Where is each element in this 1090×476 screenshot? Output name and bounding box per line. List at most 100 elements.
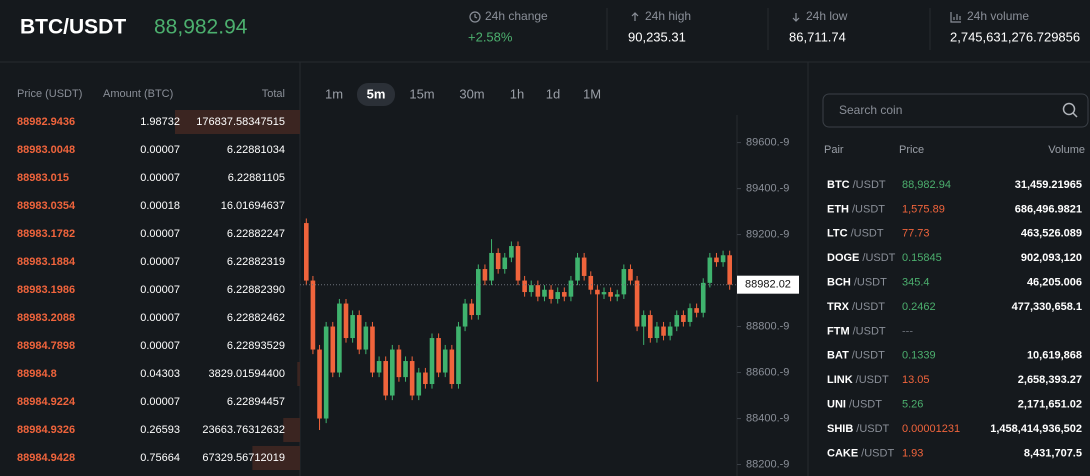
order-book-cell: 6.22882319 bbox=[227, 256, 285, 268]
market-header: Pair bbox=[824, 144, 844, 156]
candle-body bbox=[495, 252, 501, 270]
candle-body bbox=[310, 280, 316, 350]
order-book-cell: 0.00007 bbox=[140, 144, 180, 156]
timeframe-button[interactable]: 1m bbox=[325, 86, 343, 101]
order-book-cell: 6.22881105 bbox=[228, 172, 285, 184]
search-box[interactable] bbox=[822, 93, 1089, 128]
timeframe-selected[interactable] bbox=[357, 83, 395, 106]
pair-quote[interactable]: /USDT bbox=[861, 447, 894, 459]
candle-body bbox=[442, 349, 448, 373]
pair-price: 5.26 bbox=[902, 399, 923, 411]
order-book-cell: 0.26593 bbox=[140, 424, 180, 436]
order-book-cell: 88983.1782 bbox=[17, 228, 75, 240]
y-tick-label: 89200.-9 bbox=[746, 228, 789, 240]
stat-label: 24h volume bbox=[967, 9, 1029, 23]
pair-symbol[interactable]: BCH bbox=[827, 277, 851, 289]
y-tick-label: 88600.-9 bbox=[746, 366, 789, 378]
candle-body bbox=[528, 285, 534, 293]
candle-body bbox=[323, 326, 329, 419]
candle-body bbox=[370, 326, 375, 373]
candle-body bbox=[390, 349, 395, 396]
market-header: Volume bbox=[1048, 144, 1085, 156]
stat-dividers bbox=[606, 8, 931, 50]
pair-quote[interactable]: /USDT bbox=[852, 350, 885, 362]
order-book-cell: 0.00007 bbox=[140, 228, 180, 240]
candle-body bbox=[548, 289, 554, 299]
timeframe-button[interactable]: 1h bbox=[510, 86, 524, 101]
candle-body bbox=[681, 315, 686, 322]
pair-quote[interactable]: /USDT bbox=[853, 325, 886, 337]
timeframe-button[interactable]: 1d bbox=[546, 86, 560, 101]
order-book-cell: 6.22882390 bbox=[227, 284, 285, 296]
order-book-cell: 88983.2088 bbox=[17, 312, 75, 324]
order-book-cell: 1.98732 bbox=[140, 116, 180, 128]
pair-symbol[interactable]: DOGE bbox=[827, 252, 859, 264]
candle-body bbox=[363, 326, 369, 350]
pair-symbol[interactable]: BTC bbox=[827, 179, 850, 191]
order-book-cell: 6.22882247 bbox=[227, 228, 285, 240]
timeframe-button[interactable]: 1M bbox=[583, 86, 601, 101]
pair-symbol[interactable]: FTM bbox=[827, 325, 850, 337]
pair-quote[interactable]: /USDT bbox=[849, 399, 882, 411]
pair-quote[interactable]: /USDT bbox=[852, 301, 885, 313]
pair-quote[interactable]: /USDT bbox=[851, 228, 884, 240]
candle-body bbox=[641, 315, 646, 327]
candle-body bbox=[515, 246, 521, 281]
candle-body bbox=[700, 282, 706, 313]
candle-body bbox=[674, 315, 680, 327]
candle-body bbox=[356, 315, 362, 350]
order-book-cell: 88983.1884 bbox=[17, 256, 76, 268]
pair-price: 77.73 bbox=[902, 228, 930, 240]
last-price-tag bbox=[737, 275, 799, 294]
candle-body bbox=[383, 361, 388, 396]
pair-symbol[interactable]: SHIB bbox=[827, 423, 853, 435]
pair-symbol[interactable]: LTC bbox=[827, 228, 848, 240]
order-book-cell: 88983.0354 bbox=[17, 200, 76, 212]
pair-symbol[interactable]: ETH bbox=[827, 203, 849, 215]
depth-bar bbox=[283, 418, 300, 442]
candle-body bbox=[462, 303, 468, 327]
order-book-cell: 6.22882462 bbox=[227, 312, 285, 324]
timeframe-button[interactable]: 15m bbox=[409, 86, 434, 101]
candle-body bbox=[330, 326, 336, 373]
candle-body bbox=[343, 303, 349, 339]
order-book-cell: 88984.7898 bbox=[17, 340, 75, 352]
order-book-cell: 0.00007 bbox=[140, 256, 180, 268]
candle-body bbox=[429, 338, 435, 385]
pair-quote[interactable]: /USDT bbox=[854, 277, 887, 289]
candle-body bbox=[628, 269, 633, 281]
pair-price: 0.00001231 bbox=[902, 423, 960, 435]
pair-volume: 686,496.9821 bbox=[1015, 203, 1082, 215]
candle-body bbox=[555, 292, 560, 299]
pair-symbol[interactable]: LINK bbox=[827, 374, 853, 386]
order-book-header: Price (USDT) bbox=[17, 88, 82, 100]
candle-body bbox=[317, 349, 322, 419]
candle-body bbox=[588, 275, 594, 290]
pair-symbol[interactable]: UNI bbox=[827, 399, 846, 411]
candle-body bbox=[403, 361, 408, 378]
pair-volume: 463,526.089 bbox=[1021, 228, 1082, 240]
timeframe-button[interactable]: 30m bbox=[459, 86, 484, 101]
y-tick-label: 89400.-9 bbox=[746, 182, 789, 194]
search-icon[interactable] bbox=[1062, 102, 1078, 118]
order-book-cell: 176837.58347515 bbox=[196, 116, 285, 128]
pair-symbol[interactable]: BAT bbox=[827, 350, 849, 362]
pair-volume: 2,658,393.27 bbox=[1018, 374, 1082, 386]
y-tick-label: 88800.-9 bbox=[746, 320, 789, 332]
pair-quote[interactable]: /USDT bbox=[862, 252, 895, 264]
candle-body bbox=[608, 292, 613, 297]
pair-quote[interactable]: /USDT bbox=[852, 203, 885, 215]
pair-quote[interactable]: /USDT bbox=[853, 179, 886, 191]
pair-symbol[interactable]: TRX bbox=[827, 301, 850, 313]
candle-body bbox=[304, 223, 309, 281]
pair-volume: 10,619,868 bbox=[1027, 350, 1082, 362]
order-book-cell: 6.22894457 bbox=[227, 396, 285, 408]
pair-quote[interactable]: /USDT bbox=[856, 374, 889, 386]
timeframe-button[interactable]: 5m bbox=[367, 86, 386, 101]
candle-body bbox=[720, 255, 726, 263]
depth-bar bbox=[175, 110, 300, 134]
candle-body bbox=[595, 289, 600, 295]
pair-quote[interactable]: /USDT bbox=[856, 423, 889, 435]
pair-symbol[interactable]: CAKE bbox=[827, 447, 858, 459]
